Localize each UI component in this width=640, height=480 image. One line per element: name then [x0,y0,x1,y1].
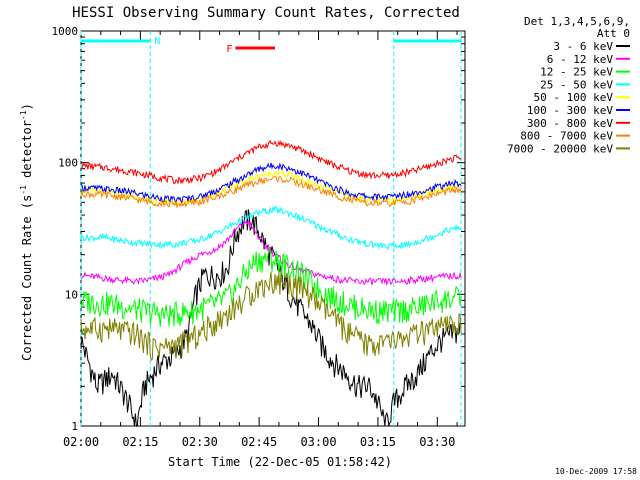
y-axis-label-mid: detector [20,120,34,185]
series-layer [80,139,462,427]
x-axis: 02:00 02:15 02:30 02:45 03:00 03:15 03:30 [63,31,458,449]
plot-frame [80,30,466,427]
x-tick-label: 02:30 [182,435,218,449]
x-axis-label: Start Time (22-Dec-05 01:58:42) [168,455,392,469]
x-tick-label: 03:30 [419,435,455,449]
y-tick-label: 1 [71,420,78,433]
annotation-label: N [154,36,160,47]
y-axis: 1 10 100 1000 [52,25,465,433]
chart-title: HESSI Observing Summary Count Rates, Cor… [72,5,460,21]
legend-entry-label: 7000 - 20000 keV [507,142,613,155]
x-tick-label: 02:45 [241,435,277,449]
y-axis-label-main: Corrected Count Rate (s [20,195,34,361]
y-axis-label-end: ) [20,103,34,110]
footer-timestamp: 10-Dec-2009 17:58 [555,467,637,476]
series-line [80,139,462,185]
x-tick-label: 03:15 [360,435,396,449]
series-line [80,247,462,327]
series-line [80,162,462,205]
series-line [80,169,462,206]
y-axis-label-sup1: -1 [19,185,28,195]
y-tick-label: 10 [65,288,78,301]
legend-header-line1: Det 1,3,4,5,6,9, [524,15,630,28]
x-tick-label: 03:00 [300,435,336,449]
series-line [80,206,462,251]
series-line [80,175,462,208]
legend-entry-label: 50 - 100 keV [534,91,614,104]
legend-entry-label: 800 - 7000 keV [520,130,613,143]
legend-entry-label: 100 - 300 keV [527,104,613,117]
y-axis-label: Corrected Count Rate (s-1 detector-1) [19,103,34,361]
legend-entry-label: 3 - 6 keV [553,40,613,53]
x-tick-label: 02:15 [122,435,158,449]
annotation-label: F [226,44,232,55]
legend-entry-label: 25 - 50 keV [540,78,613,91]
legend-header-line2: Att 0 [597,27,630,40]
legend-entry-label: 300 - 800 keV [527,117,613,130]
series-line [80,271,462,361]
y-tick-label: 100 [58,157,78,170]
legend-entry-label: 6 - 12 keV [547,53,614,66]
legend-entry-label: 12 - 25 keV [540,66,613,79]
x-tick-label: 02:00 [63,435,99,449]
annotation-layer: NF [80,31,462,426]
y-axis-label-sup2: -1 [19,110,28,120]
y-tick-label: 1000 [52,25,79,38]
